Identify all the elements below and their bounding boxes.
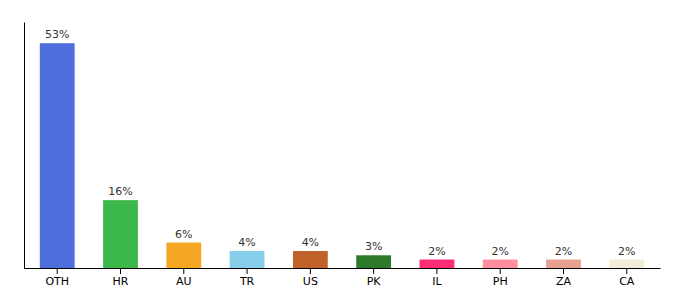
data-label: 2%	[428, 245, 445, 258]
bar	[103, 200, 138, 268]
x-tick-label: CA	[619, 275, 635, 288]
x-tick: AU	[176, 268, 192, 288]
x-tick: ZA	[556, 268, 572, 288]
x-tick-label: HR	[113, 275, 129, 288]
data-label: 53%	[45, 28, 69, 41]
x-tick-label: TR	[239, 275, 255, 288]
bar	[609, 260, 644, 268]
x-tick: US	[303, 268, 318, 288]
bar	[166, 243, 201, 268]
chart: OTH HR AU TR US PK IL PH ZA CA 53% 16% 6% 4% 4% 3% 2% 2% 2…	[0, 0, 680, 300]
x-tick-label: PK	[367, 275, 382, 288]
x-tick: PK	[367, 268, 382, 288]
x-tick-mark	[373, 268, 374, 274]
x-tick-label: PH	[493, 275, 508, 288]
data-label: 3%	[365, 240, 382, 253]
x-tick: IL	[432, 268, 442, 288]
x-tick-mark	[57, 268, 58, 274]
x-tick-mark	[436, 268, 437, 274]
x-axis: OTH HR AU TR US PK IL PH ZA CA	[25, 268, 661, 288]
bar	[546, 260, 581, 268]
x-tick-mark	[120, 268, 121, 274]
data-label: 4%	[302, 236, 319, 249]
bar	[293, 251, 328, 268]
plot-area: OTH HR AU TR US PK IL PH ZA CA 53% 16% 6% 4% 4% 3% 2% 2% 2…	[25, 23, 661, 288]
x-tick: CA	[619, 268, 635, 288]
x-tick-mark	[626, 268, 627, 274]
x-tick-label: US	[303, 275, 318, 288]
x-tick: TR	[239, 268, 255, 288]
x-tick-mark	[183, 268, 184, 274]
data-label: 2%	[555, 245, 572, 258]
x-tick-mark	[247, 268, 248, 274]
data-label: 2%	[618, 245, 635, 258]
x-tick-mark	[563, 268, 564, 274]
x-tick: PH	[493, 268, 508, 288]
x-tick-label: AU	[176, 275, 192, 288]
x-tick-label: OTH	[45, 275, 69, 288]
y-axis-line	[24, 23, 25, 269]
data-label: 6%	[175, 228, 192, 241]
x-tick-mark	[310, 268, 311, 274]
bar	[483, 260, 518, 268]
data-label: 16%	[108, 185, 132, 198]
x-tick: OTH	[45, 268, 69, 288]
bar	[230, 251, 265, 268]
bar	[40, 43, 75, 268]
bars	[40, 43, 644, 268]
x-tick-label: ZA	[556, 275, 572, 288]
data-label: 4%	[238, 236, 255, 249]
x-tick: HR	[113, 268, 129, 288]
x-tick-mark	[500, 268, 501, 274]
bar	[356, 255, 391, 268]
data-label: 2%	[491, 245, 508, 258]
x-tick-label: IL	[432, 275, 442, 288]
bar	[420, 260, 455, 268]
x-axis-line	[25, 268, 661, 269]
y-axis	[24, 23, 25, 269]
data-labels: 53% 16% 6% 4% 4% 3% 2% 2% 2% 2%	[45, 28, 636, 257]
